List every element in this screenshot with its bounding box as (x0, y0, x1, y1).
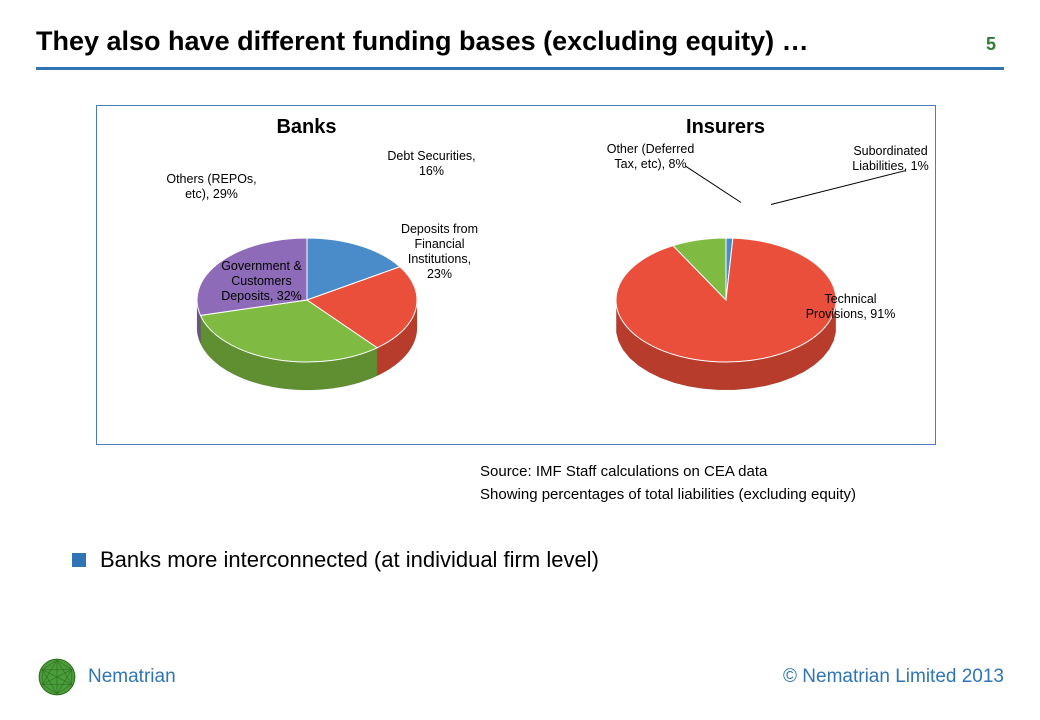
brand-logo-icon (36, 656, 78, 698)
footer: Nematrian © Nematrian Limited 2013 (36, 656, 1004, 698)
pie-insurers: Subordinated Liabilities, 1%Technical Pr… (611, 214, 841, 414)
slide-number: 5 (986, 34, 996, 55)
source-line-2: Showing percentages of total liabilities… (480, 483, 856, 506)
slice-label: Technical Provisions, 91% (806, 292, 896, 322)
chart-insurers-title: Insurers (516, 116, 935, 139)
leader-line (685, 166, 741, 203)
bullet-text: Banks more interconnected (at individual… (100, 547, 599, 573)
bullet-row: Banks more interconnected (at individual… (72, 547, 599, 573)
chart-banks-title: Banks (97, 116, 516, 139)
chart-frame: Banks Debt Securities, 16%Deposits from … (96, 105, 936, 445)
brand: Nematrian (36, 656, 176, 698)
slice-label: Subordinated Liabilities, 1% (852, 144, 928, 174)
pie-banks: Debt Securities, 16%Deposits from Financ… (192, 214, 422, 414)
chart-banks: Banks Debt Securities, 16%Deposits from … (97, 106, 516, 444)
source-line-1: Source: IMF Staff calculations on CEA da… (480, 460, 856, 483)
brand-name: Nematrian (88, 666, 176, 688)
copyright: © Nematrian Limited 2013 (783, 666, 1004, 688)
title-bar: They also have different funding bases (… (36, 26, 1004, 70)
chart-source: Source: IMF Staff calculations on CEA da… (480, 460, 856, 507)
slice-label: Others (REPOs, etc), 29% (166, 172, 256, 202)
leader-line (770, 170, 905, 205)
chart-insurers: Insurers Subordinated Liabilities, 1%Tec… (516, 106, 935, 444)
slice-label: Deposits from Financial Institutions, 23… (401, 222, 478, 282)
slide-title: They also have different funding bases (… (36, 26, 809, 57)
slice-label: Government & Customers Deposits, 32% (221, 259, 302, 304)
slice-label: Other (Deferred Tax, etc), 8% (607, 142, 695, 172)
bullet-square-icon (72, 553, 86, 567)
slice-label: Debt Securities, 16% (387, 149, 475, 179)
